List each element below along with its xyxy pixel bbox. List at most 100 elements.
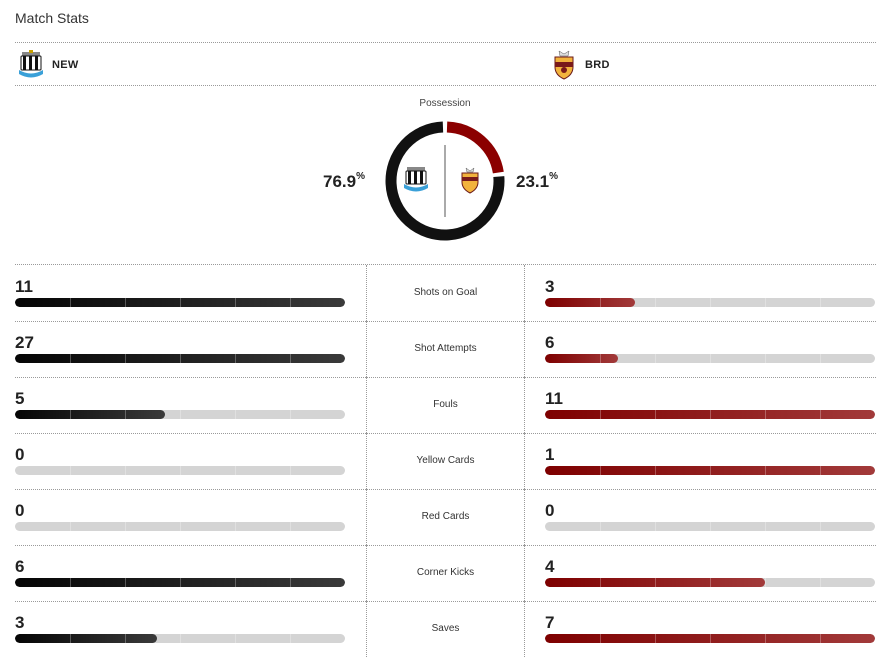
- stat-label: Saves: [431, 623, 460, 634]
- home-stat-bar: [15, 354, 345, 363]
- away-stat-bar-fill: [545, 634, 875, 643]
- home-stat-value: 5: [15, 389, 25, 408]
- bar-segment-divider: [180, 410, 181, 419]
- newcastle-crest-icon: [404, 167, 428, 192]
- bradford-crest-icon: [461, 167, 479, 194]
- stat-label: Corner Kicks: [416, 567, 475, 578]
- bar-segment-divider: [290, 522, 291, 531]
- bar-segment-divider: [765, 466, 766, 475]
- column-divider: [524, 321, 525, 377]
- column-divider: [366, 601, 367, 657]
- home-stat-value: 11: [15, 277, 33, 296]
- bar-segment-divider: [180, 634, 181, 643]
- away-stat-bar: [545, 410, 875, 419]
- stat-label: Yellow Cards: [416, 455, 475, 466]
- away-stat-value: 4: [545, 557, 555, 576]
- bar-segment-divider: [600, 522, 601, 531]
- possession-label: Possession: [419, 98, 471, 109]
- away-stat-bar: [545, 634, 875, 643]
- pct-unit: %: [549, 171, 558, 182]
- bradford-crest-icon: [550, 50, 578, 80]
- bar-segment-divider: [290, 354, 291, 363]
- away-stat-value: 1: [545, 445, 555, 464]
- home-stat-bar-fill: [15, 578, 345, 587]
- home-possession-pct: 76.9%: [323, 171, 365, 192]
- stat-label: Shot Attempts: [414, 343, 477, 354]
- bar-segment-divider: [290, 410, 291, 419]
- bar-segment-divider: [125, 466, 126, 475]
- bar-segment-divider: [655, 354, 656, 363]
- bar-segment-divider: [600, 298, 601, 307]
- divider: [15, 85, 876, 86]
- bar-segment-divider: [655, 522, 656, 531]
- bar-segment-divider: [765, 522, 766, 531]
- divider: [15, 377, 876, 378]
- bar-segment-divider: [70, 522, 71, 531]
- bar-segment-divider: [290, 578, 291, 587]
- bar-segment-divider: [710, 410, 711, 419]
- home-possession-value: 76.9: [323, 172, 357, 191]
- away-possession-arc: [446, 121, 504, 174]
- home-stat-value: 0: [15, 501, 25, 520]
- home-stat-value: 0: [15, 445, 25, 464]
- stat-label: Shots on Goal: [413, 287, 478, 298]
- bar-segment-divider: [290, 466, 291, 475]
- column-divider: [366, 377, 367, 433]
- home-stat-bar: [15, 634, 345, 643]
- divider: [15, 545, 876, 546]
- stat-label: Fouls: [433, 399, 458, 410]
- column-divider: [524, 377, 525, 433]
- stat-row: 5 Fouls 11: [15, 377, 876, 433]
- home-stat-bar: [15, 298, 345, 307]
- bar-segment-divider: [820, 634, 821, 643]
- away-stat-bar: [545, 354, 875, 363]
- bar-segment-divider: [125, 298, 126, 307]
- bar-segment-divider: [765, 298, 766, 307]
- away-stat-bar: [545, 298, 875, 307]
- bar-segment-divider: [765, 634, 766, 643]
- column-divider: [366, 489, 367, 545]
- home-stat-value: 3: [15, 613, 25, 632]
- away-stat-bar-fill: [545, 578, 766, 587]
- bar-segment-divider: [70, 466, 71, 475]
- bar-segment-divider: [710, 354, 711, 363]
- bar-segment-divider: [600, 578, 601, 587]
- home-team-header: NEW: [17, 50, 79, 80]
- bar-segment-divider: [70, 578, 71, 587]
- away-possession-pct: 23.1%: [516, 171, 558, 192]
- bar-segment-divider: [710, 634, 711, 643]
- home-stat-value: 6: [15, 557, 25, 576]
- stat-row: 0 Yellow Cards 1: [15, 433, 876, 489]
- divider: [15, 321, 876, 322]
- bar-segment-divider: [820, 298, 821, 307]
- bar-segment-divider: [235, 298, 236, 307]
- bar-segment-divider: [70, 410, 71, 419]
- away-stat-bar: [545, 578, 875, 587]
- away-stat-bar-fill: [545, 466, 875, 475]
- bar-segment-divider: [290, 634, 291, 643]
- divider: [15, 433, 876, 434]
- column-divider: [524, 489, 525, 545]
- bar-segment-divider: [180, 522, 181, 531]
- away-stat-value: 0: [545, 501, 555, 520]
- column-divider: [366, 321, 367, 377]
- bar-segment-divider: [655, 466, 656, 475]
- bar-segment-divider: [70, 298, 71, 307]
- home-team-abbr: NEW: [52, 59, 79, 71]
- bar-segment-divider: [180, 466, 181, 475]
- pct-unit: %: [356, 171, 365, 182]
- home-stat-bar-fill: [15, 410, 166, 419]
- divider: [15, 264, 876, 265]
- bar-segment-divider: [235, 354, 236, 363]
- stat-row: 3 Saves 7: [15, 601, 876, 657]
- away-stat-bar: [545, 522, 875, 531]
- home-stat-bar: [15, 466, 345, 475]
- bar-segment-divider: [290, 298, 291, 307]
- home-possession-arc: [385, 121, 505, 241]
- bar-segment-divider: [820, 522, 821, 531]
- column-divider: [524, 265, 525, 321]
- bar-segment-divider: [70, 354, 71, 363]
- bar-segment-divider: [655, 578, 656, 587]
- bar-segment-divider: [235, 522, 236, 531]
- bar-segment-divider: [765, 410, 766, 419]
